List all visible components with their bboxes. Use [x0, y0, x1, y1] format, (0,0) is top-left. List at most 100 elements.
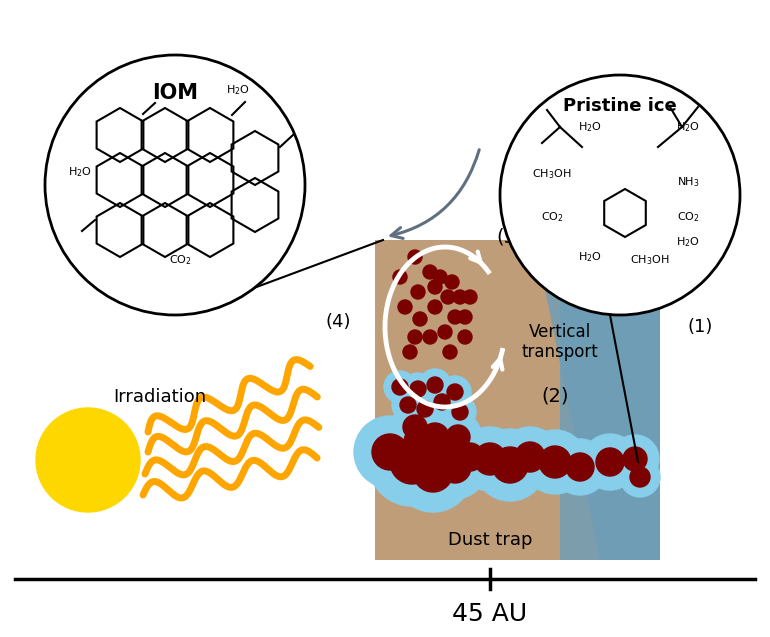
- Circle shape: [368, 418, 456, 506]
- Circle shape: [410, 381, 426, 397]
- Text: H$_2$O: H$_2$O: [578, 250, 602, 264]
- Text: CO$_2$: CO$_2$: [677, 210, 699, 224]
- Circle shape: [400, 397, 416, 413]
- Circle shape: [630, 467, 650, 487]
- Text: 45 AU: 45 AU: [453, 602, 527, 626]
- Text: (4): (4): [325, 313, 351, 331]
- Circle shape: [417, 401, 433, 417]
- Circle shape: [443, 345, 457, 359]
- Polygon shape: [535, 240, 660, 560]
- Text: Vertical
transport: Vertical transport: [521, 322, 598, 361]
- Circle shape: [456, 443, 484, 471]
- Circle shape: [421, 423, 449, 451]
- Circle shape: [403, 415, 427, 439]
- Circle shape: [408, 250, 422, 264]
- Circle shape: [458, 427, 522, 491]
- Circle shape: [442, 429, 498, 485]
- Circle shape: [445, 275, 459, 289]
- Circle shape: [393, 270, 407, 284]
- Circle shape: [458, 310, 472, 324]
- Text: CO$_2$: CO$_2$: [169, 253, 192, 267]
- Circle shape: [552, 439, 608, 495]
- Circle shape: [419, 369, 451, 401]
- Text: H$_2$O: H$_2$O: [676, 235, 700, 249]
- Circle shape: [434, 394, 450, 410]
- Circle shape: [428, 280, 442, 294]
- Text: Irradiation: Irradiation: [113, 388, 206, 406]
- Circle shape: [36, 408, 140, 512]
- Circle shape: [413, 312, 427, 326]
- Circle shape: [611, 435, 659, 483]
- Text: Pristine ice: Pristine ice: [563, 97, 677, 115]
- Circle shape: [447, 384, 463, 400]
- Circle shape: [393, 432, 473, 512]
- Circle shape: [402, 373, 434, 405]
- Circle shape: [413, 452, 453, 492]
- Text: H$_2$O: H$_2$O: [578, 120, 602, 134]
- Circle shape: [434, 413, 482, 461]
- Circle shape: [391, 403, 439, 451]
- Circle shape: [388, 410, 452, 474]
- Text: (1): (1): [688, 318, 713, 336]
- Circle shape: [392, 379, 408, 395]
- Polygon shape: [560, 240, 660, 560]
- Circle shape: [404, 426, 436, 458]
- Circle shape: [492, 447, 528, 483]
- Text: H$_2$O: H$_2$O: [676, 120, 700, 134]
- Circle shape: [566, 453, 594, 481]
- Circle shape: [500, 427, 560, 487]
- Circle shape: [474, 429, 546, 501]
- Circle shape: [384, 371, 416, 403]
- Circle shape: [354, 416, 426, 488]
- Circle shape: [398, 300, 412, 314]
- Text: IOM: IOM: [152, 83, 198, 103]
- Circle shape: [372, 434, 408, 470]
- Text: H$_2$O: H$_2$O: [68, 165, 92, 179]
- Circle shape: [423, 265, 437, 279]
- Circle shape: [539, 446, 571, 478]
- Circle shape: [474, 443, 506, 475]
- Circle shape: [409, 393, 441, 425]
- Circle shape: [623, 447, 647, 471]
- Circle shape: [407, 409, 463, 465]
- Circle shape: [463, 290, 477, 304]
- Circle shape: [448, 310, 462, 324]
- Circle shape: [390, 440, 434, 484]
- Circle shape: [452, 404, 468, 420]
- Circle shape: [427, 377, 443, 393]
- Circle shape: [620, 457, 660, 497]
- Circle shape: [409, 416, 481, 488]
- Text: CO$_2$: CO$_2$: [541, 210, 564, 224]
- Text: Dust trap: Dust trap: [447, 531, 532, 549]
- Circle shape: [408, 330, 422, 344]
- Text: H$_2$O: H$_2$O: [226, 83, 250, 97]
- Circle shape: [439, 376, 471, 408]
- Circle shape: [458, 330, 472, 344]
- Circle shape: [433, 270, 447, 284]
- Text: CH$_3$OH: CH$_3$OH: [532, 167, 572, 181]
- Circle shape: [596, 448, 624, 476]
- Circle shape: [403, 345, 417, 359]
- Circle shape: [411, 285, 425, 299]
- Circle shape: [500, 75, 740, 315]
- Circle shape: [438, 325, 452, 339]
- Polygon shape: [375, 240, 660, 560]
- Circle shape: [453, 290, 467, 304]
- Text: (2): (2): [541, 387, 569, 406]
- Circle shape: [446, 425, 470, 449]
- Text: CH$_3$OH: CH$_3$OH: [630, 253, 670, 267]
- Circle shape: [582, 434, 638, 490]
- Circle shape: [439, 451, 471, 483]
- Circle shape: [423, 330, 437, 344]
- Circle shape: [441, 290, 455, 304]
- Circle shape: [523, 430, 587, 494]
- Circle shape: [423, 435, 487, 499]
- Circle shape: [444, 396, 476, 428]
- Circle shape: [515, 442, 545, 472]
- Circle shape: [45, 55, 305, 315]
- Circle shape: [427, 434, 463, 470]
- Text: (3): (3): [496, 227, 524, 246]
- Circle shape: [426, 386, 458, 418]
- Circle shape: [392, 389, 424, 421]
- Circle shape: [428, 300, 442, 314]
